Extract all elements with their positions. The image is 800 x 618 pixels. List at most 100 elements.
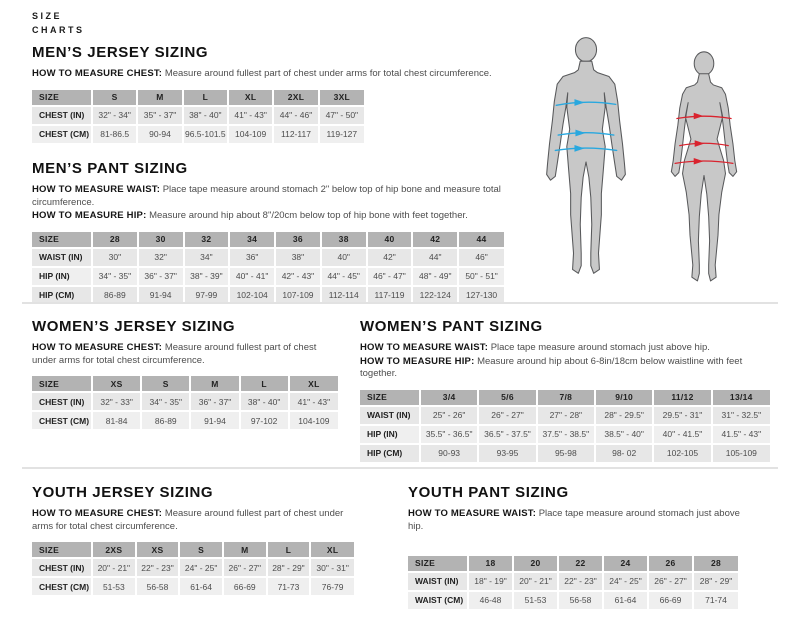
size-column-header: SIZE xyxy=(408,555,469,573)
cell-value: 112-117 xyxy=(273,124,320,145)
cell-value: 28" - 29.5" xyxy=(594,405,655,426)
cell-value: 61-64 xyxy=(179,577,224,598)
section-men-pant: MEN’S PANT SIZING HOW TO MEASURE WAIST: … xyxy=(32,160,552,306)
column-header: L xyxy=(239,376,290,394)
cell-value: 76-79 xyxy=(310,577,354,598)
cell-value: 41.5" - 43" xyxy=(711,424,770,445)
row-label: CHEST (CM) xyxy=(32,411,93,432)
cell-value: 95-98 xyxy=(536,443,596,464)
column-header: 3/4 xyxy=(420,389,480,407)
cell-value: 38" - 40" xyxy=(182,105,229,126)
female-waist-measure-arrow xyxy=(679,142,729,147)
cell-value: 30" xyxy=(92,247,139,268)
female-waist-arrowhead-icon xyxy=(694,140,705,147)
size-column-header: SIZE xyxy=(32,376,93,394)
cell-value: 71-73 xyxy=(266,577,312,598)
cell-value: 22" - 23" xyxy=(135,558,181,579)
section-title: YOUTH PANT SIZING xyxy=(408,484,569,501)
cell-value: 36" - 37" xyxy=(137,266,185,287)
header-row: SIZE S M L XL 2XL 3XL xyxy=(32,89,364,107)
cell-value: 86-89 xyxy=(92,285,139,306)
column-header: 40 xyxy=(366,231,414,249)
column-header: 38 xyxy=(320,231,368,249)
cell-value: 50" - 51" xyxy=(458,266,504,287)
cell-value: 90-94 xyxy=(137,124,184,145)
cell-value: 24" - 25" xyxy=(603,571,649,592)
row-label: CHEST (IN) xyxy=(32,558,93,579)
section-men-jersey: MEN’S JERSEY SIZING HOW TO MEASURE CHEST… xyxy=(32,44,552,145)
cell-value: 93-95 xyxy=(478,443,538,464)
cell-value: 34" - 35" xyxy=(92,266,139,287)
measure-text: Measure around fullest part of chest und… xyxy=(164,68,492,79)
measure-instruction: HOW TO MEASURE WAIST: Place tape measure… xyxy=(32,184,552,209)
measure-label: HOW TO MEASURE HIP: xyxy=(32,210,147,222)
female-hip-measure-arrow xyxy=(674,160,734,164)
column-header: S xyxy=(179,542,224,560)
column-header: 32 xyxy=(183,231,231,249)
measure-label: HOW TO MEASURE WAIST: xyxy=(360,342,489,353)
cell-value: 61-64 xyxy=(603,590,649,611)
header-row: SIZE 28 30 32 34 36 38 40 42 44 xyxy=(32,231,504,249)
cell-value: 24" - 25" xyxy=(179,558,224,579)
section-youth-pant: YOUTH PANT SIZING HOW TO MEASURE WAIST: … xyxy=(408,484,748,611)
cell-value: 91-94 xyxy=(137,285,185,306)
column-header: M xyxy=(137,89,184,107)
table-row: HIP (CM) 86-89 91-94 97-99 102-104 107-109 112… xyxy=(32,285,504,306)
cell-value: 38.5" - 40" xyxy=(594,424,655,445)
cell-value: 35" - 37" xyxy=(137,105,184,126)
cell-value: 26" - 27" xyxy=(648,571,694,592)
column-header: 7/8 xyxy=(536,389,596,407)
cell-value: 41" - 43" xyxy=(227,105,275,126)
column-header: 26 xyxy=(648,555,694,573)
table-row: CHEST (CM) 51-53 56-58 61-64 66-69 71-73 76-79 xyxy=(32,577,354,598)
measure-text: Measure around hip about 8"/20cm below t… xyxy=(149,210,468,222)
column-header: 13/14 xyxy=(711,389,770,407)
measure-text: Measure around fullest part of chest und… xyxy=(32,342,317,366)
measure-text: Measure around hip about 6-8in/18cm belo… xyxy=(360,355,743,380)
section-title: WOMEN’S JERSEY SIZING xyxy=(32,318,236,335)
male-chest-measure-arrow xyxy=(555,101,617,106)
size-column-header: SIZE xyxy=(32,542,93,560)
cell-value: 48" - 49" xyxy=(412,266,460,287)
cell-value: 26" - 27" xyxy=(478,405,538,426)
section-youth-jersey: YOUTH JERSEY SIZING HOW TO MEASURE CHEST… xyxy=(32,484,362,598)
table-row: WAIST (CM) 46-48 51-53 56-58 61-64 66-69 71-74 xyxy=(408,590,738,611)
youth-pant-size-table: SIZE 18 20 22 24 26 28 WAIST (IN) 18" - 19" 20" -… xyxy=(408,555,738,611)
column-header: 11/12 xyxy=(653,389,713,407)
cell-value: 42" xyxy=(366,247,414,268)
male-hip-arrowhead-icon xyxy=(574,144,585,152)
cell-value: 18" - 19" xyxy=(468,571,514,592)
measure-instruction: HOW TO MEASURE CHEST: Measure around ful… xyxy=(32,68,552,81)
cell-value: 27" - 28" xyxy=(536,405,596,426)
measure-text: Place tape measure around stomach just a… xyxy=(408,508,740,532)
eyebrow-line-2: CHARTS xyxy=(32,24,85,35)
cell-value: 31" - 32.5" xyxy=(711,405,770,426)
section-women-pant: WOMEN’S PANT SIZING HOW TO MEASURE WAIST… xyxy=(360,318,772,464)
cell-value: 105-109 xyxy=(711,443,770,464)
cell-value: 20" - 21" xyxy=(513,571,559,592)
row-label: CHEST (IN) xyxy=(32,392,93,413)
male-size-diagram xyxy=(538,36,634,291)
male-chest-arrowhead-icon xyxy=(574,99,585,106)
female-size-diagram xyxy=(662,50,746,291)
male-waist-measure-arrow xyxy=(557,132,615,136)
cell-value: 46" xyxy=(458,247,504,268)
section-title: MEN’S PANT SIZING xyxy=(32,160,188,177)
row-label: HIP (CM) xyxy=(32,285,93,306)
cell-value: 91-94 xyxy=(190,411,241,432)
table-row: HIP (CM) 90-93 93-95 95-98 98- 02 102-105 105-… xyxy=(360,443,770,464)
cell-value: 71-74 xyxy=(693,590,738,611)
column-header: 34 xyxy=(229,231,277,249)
row-label: HIP (CM) xyxy=(360,443,421,464)
measure-label: HOW TO MEASURE WAIST: xyxy=(408,508,537,519)
column-header: XL xyxy=(288,376,338,394)
cell-value: 86-89 xyxy=(141,411,192,432)
cell-value: 102-105 xyxy=(653,443,713,464)
cell-value: 28" - 29" xyxy=(693,571,738,592)
row-label: WAIST (IN) xyxy=(32,247,93,268)
women-jersey-size-table: SIZE XS S M L XL CHEST (IN) 32" - 33" 34" - 35" 3… xyxy=(32,376,338,432)
size-column-header: SIZE xyxy=(360,389,421,407)
measure-text: Measure around fullest part of chest und… xyxy=(32,508,344,532)
column-header: XL xyxy=(227,89,275,107)
